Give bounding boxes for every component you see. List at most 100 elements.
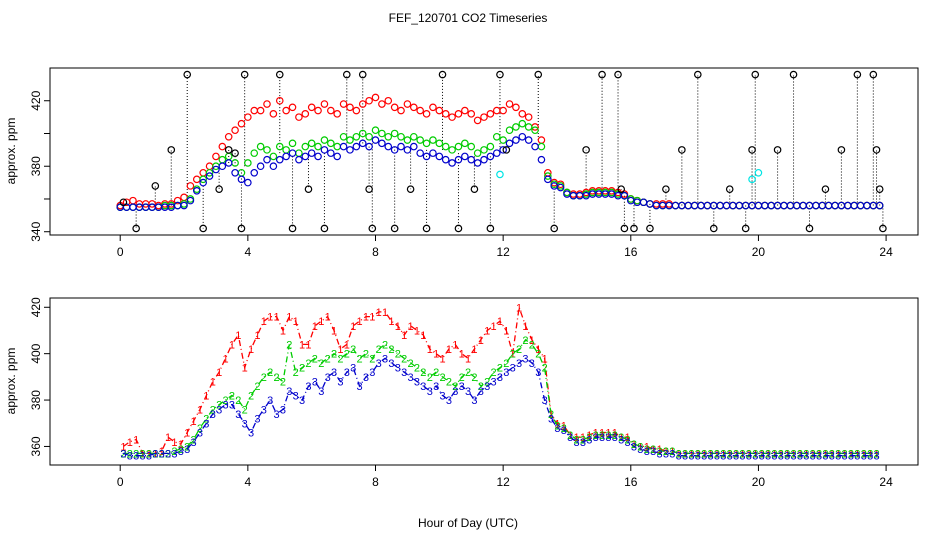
top-point-series-3 <box>346 146 354 154</box>
bottom-point-symbol-2: 2 <box>784 448 790 460</box>
bottom-point-symbol-1: 1 <box>197 404 203 416</box>
bottom-point-symbol-2: 2 <box>305 358 311 370</box>
bottom-point-symbol-2: 2 <box>708 448 714 460</box>
bottom-x-tick-label: 24 <box>879 475 893 489</box>
bottom-point-symbol-3: 3 <box>261 404 267 416</box>
bottom-point-symbol-1: 1 <box>727 448 733 460</box>
top-point-series-1 <box>365 96 373 105</box>
top-point-series-1 <box>390 103 399 112</box>
bottom-point-symbol-2: 2 <box>325 353 331 365</box>
bottom-plot-frame <box>49 297 919 466</box>
bottom-point-symbol-3: 3 <box>650 446 656 458</box>
top-point-series-2 <box>537 142 546 151</box>
top-point-series-1 <box>180 193 188 202</box>
bottom-point-symbol-2: 2 <box>580 434 586 446</box>
bottom-point-symbol-2: 2 <box>816 448 822 460</box>
spike-point <box>678 146 686 154</box>
top-point-series-2 <box>269 152 278 161</box>
bottom-point-symbol-1: 1 <box>382 307 388 319</box>
bottom-point-symbol-2: 2 <box>376 344 382 356</box>
bottom-point-symbol-3: 3 <box>152 448 158 460</box>
top-point-series-1 <box>256 106 265 115</box>
spike-point <box>821 185 830 193</box>
top-point-series-2 <box>327 139 335 148</box>
bottom-point-symbol-1: 1 <box>548 409 554 421</box>
bottom-point-symbol-1: 1 <box>771 448 777 460</box>
spike-point <box>486 224 495 233</box>
top-point-series-2 <box>492 132 501 141</box>
bottom-point-symbol-1: 1 <box>522 321 528 333</box>
bottom-point-symbol-3: 3 <box>612 432 618 444</box>
bottom-point-symbol-1: 1 <box>248 344 254 356</box>
bottom-point-symbol-1: 1 <box>867 448 873 460</box>
bottom-point-symbol-1: 1 <box>356 316 362 328</box>
bottom-point-symbol-1: 1 <box>337 344 343 356</box>
bottom-point-symbol-1: 1 <box>159 446 165 458</box>
top-point-series-2 <box>263 146 271 154</box>
bottom-point-symbol-1: 1 <box>120 441 126 453</box>
top-point-series-2 <box>518 119 527 128</box>
top-y-tick-label: 420 <box>29 90 43 110</box>
top-point-series-2 <box>480 146 488 154</box>
top-point-series-2 <box>365 132 373 141</box>
bottom-point-symbol-1: 1 <box>803 448 809 460</box>
top-point-series-3 <box>863 201 871 210</box>
bottom-point-symbol-2: 2 <box>688 448 694 460</box>
top-point-series-1 <box>275 96 284 105</box>
top-point-series-2 <box>244 159 252 167</box>
bottom-point-symbol-3: 3 <box>676 451 682 463</box>
bottom-point-symbol-3: 3 <box>274 409 280 421</box>
bottom-point-symbol-1: 1 <box>720 448 726 460</box>
top-point-series-2 <box>333 142 342 151</box>
top-point-series-1 <box>218 142 227 151</box>
spike-point <box>748 146 756 154</box>
top-point-series-1 <box>173 196 182 205</box>
top-x-tick-label: 16 <box>624 245 638 259</box>
bottom-point-symbol-2: 2 <box>395 349 401 361</box>
bottom-point-symbol-3: 3 <box>452 386 458 398</box>
top-point-series-3 <box>492 149 501 157</box>
bottom-point-symbol-3: 3 <box>535 367 541 379</box>
bottom-point-symbol-1: 1 <box>395 321 401 333</box>
top-point-series-3 <box>754 201 763 210</box>
top-point-series-2 <box>295 149 303 157</box>
top-axes: 0 4 8 12 16 20 24 340 380 420 <box>29 90 893 259</box>
top-point-series-3 <box>244 178 252 187</box>
bottom-point-symbol-1: 1 <box>325 312 331 324</box>
bottom-point-symbol-3: 3 <box>280 404 286 416</box>
spike-point <box>237 224 246 233</box>
spike-point <box>454 224 463 233</box>
bottom-point-symbol-3: 3 <box>861 451 867 463</box>
top-point-series-3 <box>703 201 712 210</box>
spike-point <box>320 224 329 233</box>
bottom-point-symbol-2: 2 <box>408 358 414 370</box>
bottom-point-symbol-2: 2 <box>503 358 509 370</box>
top-point-series-2 <box>390 129 399 138</box>
spike-point <box>773 146 782 154</box>
bottom-point-symbol-3: 3 <box>822 451 828 463</box>
spike-point <box>614 70 622 79</box>
top-point-series-2 <box>531 126 539 135</box>
top-point-series-1 <box>346 103 354 112</box>
bottom-point-symbol-1: 1 <box>280 325 286 337</box>
bottom-point-symbol-2: 2 <box>554 421 560 433</box>
top-point-series-1 <box>467 110 476 118</box>
spike-point <box>496 70 504 79</box>
top-point-series-2 <box>467 142 476 151</box>
bottom-point-symbol-2: 2 <box>605 430 611 442</box>
spike-point <box>837 146 846 154</box>
top-point-series-3 <box>403 146 412 154</box>
bottom-point-symbol-2: 2 <box>644 444 650 456</box>
spike-point <box>630 224 638 233</box>
spike-point <box>646 224 654 233</box>
bottom-point-symbol-3: 3 <box>873 451 879 463</box>
bottom-point-symbol-1: 1 <box>274 312 280 324</box>
top-point-series-3 <box>218 162 227 171</box>
top-point-series-3 <box>384 142 393 151</box>
spike-point <box>751 70 760 79</box>
bottom-point-symbol-3: 3 <box>286 386 292 398</box>
spike-point <box>224 146 233 154</box>
top-point-series-3 <box>556 183 565 192</box>
bottom-point-symbol-1: 1 <box>235 330 241 342</box>
